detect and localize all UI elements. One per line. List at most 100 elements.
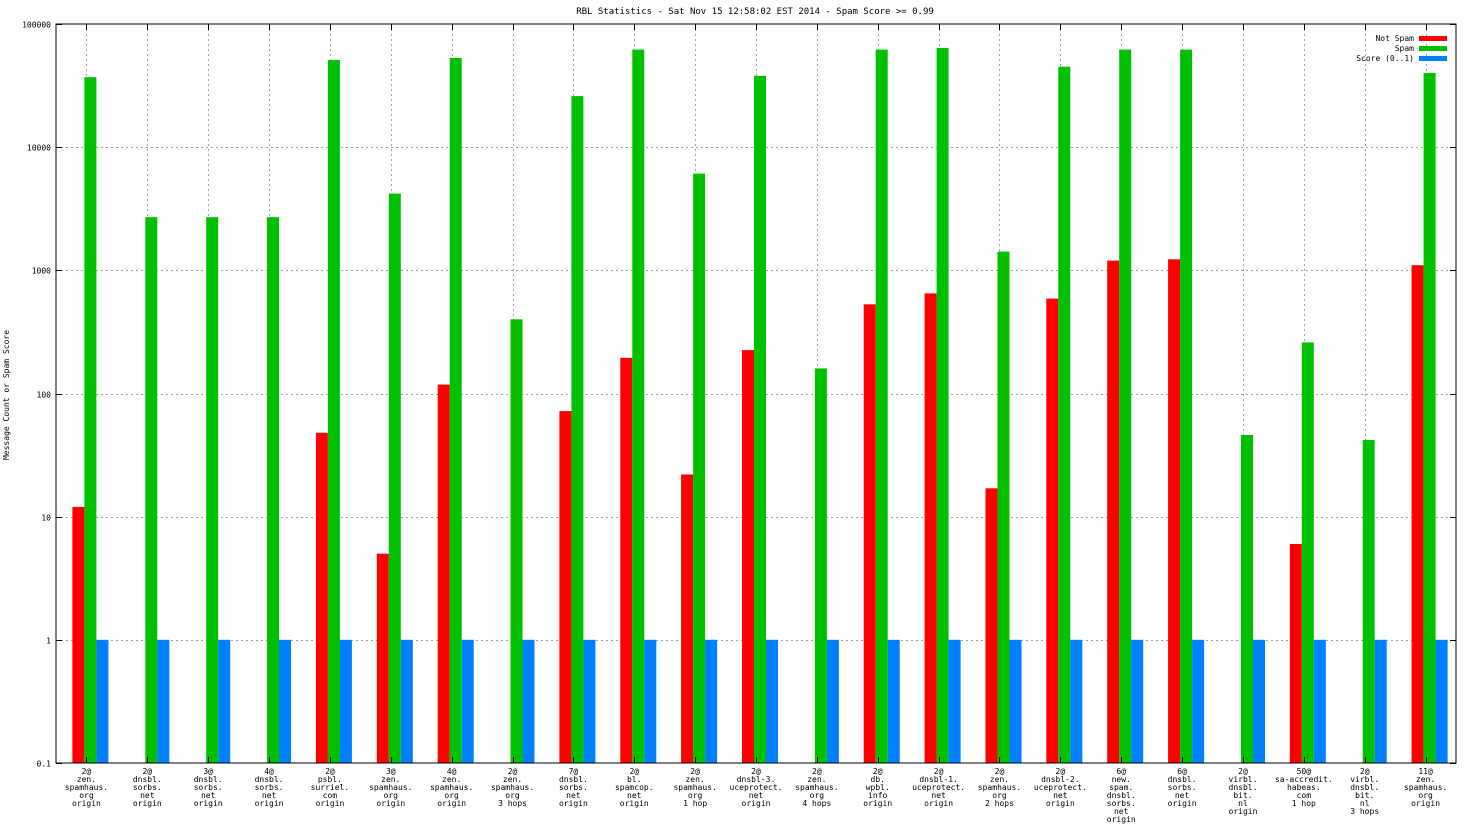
x-tick-label-line: net xyxy=(627,791,642,800)
bar-spam-5 xyxy=(388,193,401,764)
x-tick-label-line: origin xyxy=(924,799,953,808)
x-tick-label-line: net xyxy=(201,791,216,800)
x-tick-label-line: 2@ xyxy=(1056,767,1066,776)
bar-not-spam-22 xyxy=(1411,265,1424,763)
bar-spam-17 xyxy=(1119,49,1132,764)
bar-not-spam-18 xyxy=(1168,259,1181,763)
x-tick-label-line: info xyxy=(868,791,887,800)
bar-spam-18 xyxy=(1180,49,1193,764)
x-tick-label-line: zen. xyxy=(442,775,461,784)
x-tick-label: 4@ dnsbl. sorbs. net origin xyxy=(255,767,284,808)
bar-score-0-1-1 xyxy=(157,639,170,763)
bar-not-spam-11 xyxy=(742,350,754,763)
x-tick-label-line: spamhaus. xyxy=(491,783,534,792)
x-tick-label-line: dnsbl. xyxy=(559,775,588,784)
x-tick-label: 50@ sa-accredit. habeas. com 1 hop xyxy=(1275,767,1333,808)
x-tick-label-line: new. xyxy=(1112,775,1131,784)
x-tick-label-line: bit. xyxy=(1233,791,1252,800)
x-tick-label-line: 2@ xyxy=(690,767,700,776)
x-tick-label-line: dnsbl-1. xyxy=(919,775,958,784)
x-tick-label-line: dnsbl. xyxy=(1229,783,1258,792)
bar-score-0-1-18 xyxy=(1192,639,1205,763)
bar-not-spam-4 xyxy=(315,432,328,763)
bar-not-spam-9 xyxy=(620,357,633,763)
x-tick-label-line: org xyxy=(505,791,520,800)
bar-not-spam-8 xyxy=(559,411,572,763)
x-tick-label-line: spamhaus. xyxy=(1404,783,1447,792)
x-tick-label-line: origin xyxy=(315,799,344,808)
bars xyxy=(72,47,1448,764)
bar-not-spam-10 xyxy=(681,474,694,763)
x-tick-label-line: 2@ xyxy=(751,767,761,776)
bar-score-0-1-5 xyxy=(400,639,413,763)
bar-spam-6 xyxy=(449,58,462,763)
legend-label: Spam xyxy=(1395,44,1414,53)
x-tick-label: 2@ virbl. dnsbl. bit. nl origin xyxy=(1229,767,1258,816)
x-tick-label: 2@ dnsbl. sorbs. net origin xyxy=(133,767,162,808)
bar-not-spam-13 xyxy=(863,304,876,763)
bar-spam-7 xyxy=(510,319,523,763)
x-tick-label-line: dnsbl. xyxy=(133,775,162,784)
x-tick-label-line: origin xyxy=(1229,807,1258,816)
bar-spam-1 xyxy=(145,217,158,763)
bar-spam-10 xyxy=(693,173,706,764)
bar-spam-15 xyxy=(997,251,1010,763)
x-tick-label-line: origin xyxy=(72,799,101,808)
x-tick-label-line: org xyxy=(384,791,399,800)
x-tick-label: 2@ db. wpbl. info origin xyxy=(863,767,892,808)
y-tick-label: 100 xyxy=(37,391,52,400)
x-tick-label-line: origin xyxy=(437,799,466,808)
x-tick-label: 2@ psbl. surriel. com origin xyxy=(311,767,350,808)
bar-spam-11 xyxy=(754,75,766,764)
x-tick-label-line: 2@ xyxy=(873,767,883,776)
x-tick-label-line: 2@ xyxy=(325,767,335,776)
x-tick-label: 4@ zen. spamhaus. org origin xyxy=(430,767,473,808)
x-tick-label-line: sorbs. xyxy=(133,783,162,792)
x-tick-label: 6@ dnsbl. sorbs. net origin xyxy=(1168,767,1197,808)
x-tick-label-line: 6@ xyxy=(1116,767,1126,776)
x-tick-label: 7@ dnsbl. sorbs. net origin xyxy=(559,767,588,808)
legend-swatch xyxy=(1419,56,1447,61)
bar-not-spam-20 xyxy=(1289,544,1302,763)
x-tick-label-line: dnsbl. xyxy=(1168,775,1197,784)
x-tick-label-line: org xyxy=(810,791,825,800)
x-tick-label-line: dnsbl-3. xyxy=(737,775,776,784)
legend-label: Not Spam xyxy=(1375,34,1414,43)
bar-score-0-1-2 xyxy=(218,639,231,763)
x-tick-label-line: 50@ xyxy=(1297,767,1312,776)
y-axis-ticks: 100000 10000 1000 100 10 1 0.1 xyxy=(22,21,1456,769)
chart-title: RBL Statistics - Sat Nov 15 12:58:02 EST… xyxy=(576,7,934,17)
bar-score-0-1-3 xyxy=(279,639,291,763)
bar-not-spam-5 xyxy=(376,553,389,763)
bar-not-spam-15 xyxy=(985,488,998,763)
bar-spam-19 xyxy=(1241,435,1253,763)
x-tick-label-line: com xyxy=(323,791,338,800)
x-tick-label-line: spamhaus. xyxy=(795,783,838,792)
x-tick-label-line: 2 hops xyxy=(985,799,1014,808)
bar-spam-22 xyxy=(1423,73,1436,763)
x-tick-label-line: origin xyxy=(1107,815,1136,824)
bar-score-0-1-10 xyxy=(705,639,718,763)
bar-score-0-1-19 xyxy=(1253,639,1265,763)
bar-not-spam-6 xyxy=(437,384,450,763)
x-tick-label-line: 3@ xyxy=(386,767,396,776)
bar-score-0-1-16 xyxy=(1070,639,1083,763)
bar-score-0-1-13 xyxy=(887,639,900,763)
x-tick-label-line: net xyxy=(931,791,946,800)
x-tick-label-line: dnsbl. xyxy=(1107,791,1136,800)
x-tick-label-line: 6@ xyxy=(1177,767,1187,776)
y-tick-label: 0.1 xyxy=(37,760,52,769)
x-tick-label: 2@ zen. spamhaus. org 1 hop xyxy=(673,767,716,808)
bar-spam-16 xyxy=(1058,66,1071,763)
x-tick-label-line: spamhaus. xyxy=(673,783,716,792)
x-tick-label: 3@ dnsbl. sorbs. net origin xyxy=(194,767,223,808)
x-tick-label-line: org xyxy=(992,791,1007,800)
bar-spam-2 xyxy=(206,217,219,763)
bar-score-0-1-8 xyxy=(583,639,596,763)
x-tick-label-line: sorbs. xyxy=(1168,783,1197,792)
x-tick-label-line: 7@ xyxy=(569,767,579,776)
x-tick-label: 6@ new. spam. dnsbl. sorbs. net origin xyxy=(1107,767,1136,824)
x-tick-label-line: org xyxy=(688,791,703,800)
x-tick-label-line: dnsbl. xyxy=(1350,783,1379,792)
